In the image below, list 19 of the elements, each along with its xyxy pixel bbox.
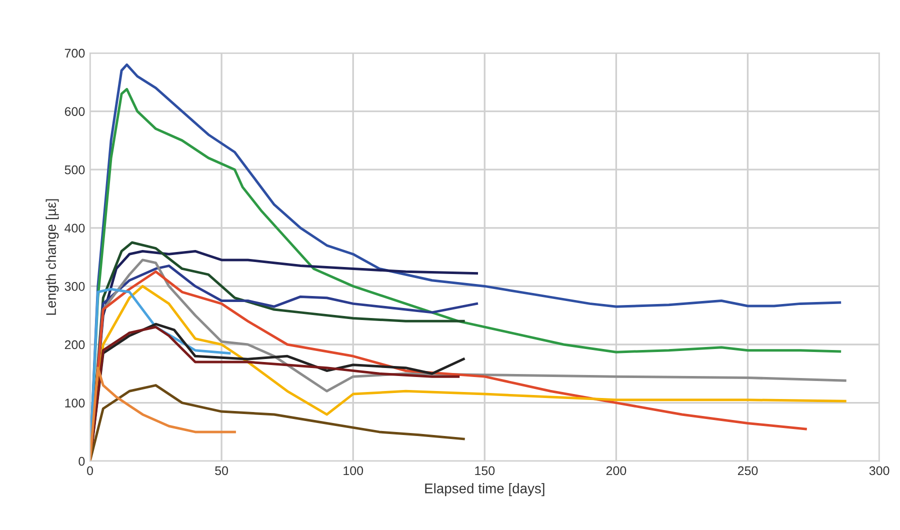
line-series: [90, 384, 465, 462]
y-tick-label: 200: [64, 340, 85, 350]
y-tick-label: 700: [64, 48, 85, 58]
x-tick-label: 200: [606, 466, 626, 476]
x-tick-label: 250: [738, 466, 758, 476]
y-tick-label: 100: [65, 398, 85, 408]
x-tick-label: 0: [87, 466, 93, 476]
x-axis-title: Elapsed time [days]: [425, 483, 544, 496]
x-tick-label: 100: [344, 466, 364, 476]
x-tick-label: 300: [869, 466, 890, 476]
y-tick-label: 600: [64, 107, 85, 116]
y-tick-label: 500: [64, 165, 85, 174]
line-series: [90, 366, 236, 462]
y-tick-label: 300: [64, 282, 85, 291]
y-axis-title: Length change [µε]: [46, 199, 59, 315]
x-tick-label: 50: [215, 466, 228, 476]
x-tick-label: 150: [475, 466, 495, 476]
y-tick-label: 0: [78, 456, 85, 466]
y-tick-label: 400: [64, 224, 85, 233]
